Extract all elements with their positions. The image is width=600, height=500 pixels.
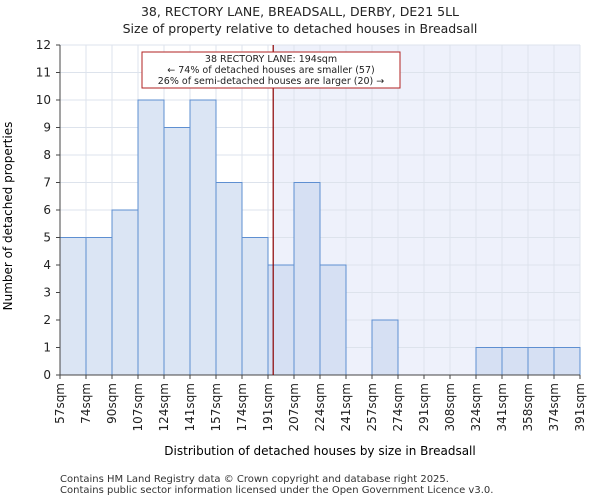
x-tick-label: 124sqm — [157, 383, 171, 431]
bar — [371, 319, 399, 376]
x-tick-label: 341sqm — [495, 383, 509, 431]
y-tick-label: 9 — [43, 121, 51, 135]
chart-title: 38, RECTORY LANE, BREADSALL, DERBY, DE21… — [140, 4, 460, 19]
footer-line-1: Contains HM Land Registry data © Crown c… — [60, 474, 449, 485]
y-tick-label: 0 — [43, 368, 51, 382]
y-tick-label: 8 — [43, 148, 51, 162]
bar — [189, 99, 217, 376]
y-tick-label: 3 — [43, 286, 51, 300]
bar — [163, 127, 191, 376]
x-tick-label: 57sqm — [53, 383, 67, 424]
bar — [241, 237, 269, 376]
x-tick-label: 274sqm — [391, 383, 405, 431]
x-tick-label: 207sqm — [287, 383, 301, 431]
x-tick-label: 358sqm — [521, 383, 535, 431]
bar — [137, 99, 165, 376]
x-tick-label: 308sqm — [443, 383, 457, 431]
bar — [267, 264, 295, 376]
footer-line-2: Contains public sector information licen… — [60, 485, 494, 496]
x-tick-label: 324sqm — [469, 383, 483, 431]
bar — [501, 347, 529, 376]
bar — [111, 209, 139, 376]
y-tick-label: 5 — [43, 231, 51, 245]
y-tick-label: 10 — [36, 93, 51, 107]
x-tick-label: 241sqm — [339, 383, 353, 431]
x-tick-label: 157sqm — [209, 383, 223, 431]
y-axis-label: Number of detached properties — [1, 122, 15, 311]
bar — [85, 237, 113, 376]
y-tick-label: 11 — [36, 66, 51, 80]
annotation-line-2: ← 74% of detached houses are smaller (57… — [167, 65, 374, 76]
bar — [475, 347, 503, 376]
x-tick-label: 257sqm — [365, 383, 379, 431]
y-tick-label: 12 — [36, 38, 51, 52]
x-tick-label: 90sqm — [105, 383, 119, 424]
x-tick-label: 224sqm — [313, 383, 327, 431]
chart-subtitle: Size of property relative to detached ho… — [122, 21, 478, 36]
x-tick-label: 374sqm — [547, 383, 561, 431]
x-tick-label: 391sqm — [573, 383, 587, 431]
x-tick-label: 141sqm — [183, 383, 197, 431]
y-tick-label: 2 — [43, 313, 51, 327]
bar — [215, 182, 243, 376]
y-tick-label: 7 — [43, 176, 51, 190]
x-tick-label: 191sqm — [261, 383, 275, 431]
bar — [553, 347, 581, 376]
annotation-line-1: 38 RECTORY LANE: 194sqm — [205, 54, 337, 65]
x-tick-label: 291sqm — [417, 383, 431, 431]
annotation-line-3: 26% of semi-detached houses are larger (… — [158, 76, 385, 87]
annotation-box — [141, 51, 401, 89]
bar — [293, 182, 321, 376]
y-tick-label: 4 — [43, 258, 51, 272]
y-tick-label: 1 — [43, 341, 51, 355]
y-tick-label: 6 — [43, 203, 51, 217]
x-axis-label: Distribution of detached houses by size … — [164, 444, 475, 458]
bar — [527, 347, 555, 376]
bar — [319, 264, 347, 376]
x-tick-label: 74sqm — [79, 383, 93, 424]
x-tick-label: 107sqm — [131, 383, 145, 431]
x-tick-label: 174sqm — [235, 383, 249, 431]
bar — [59, 237, 87, 376]
